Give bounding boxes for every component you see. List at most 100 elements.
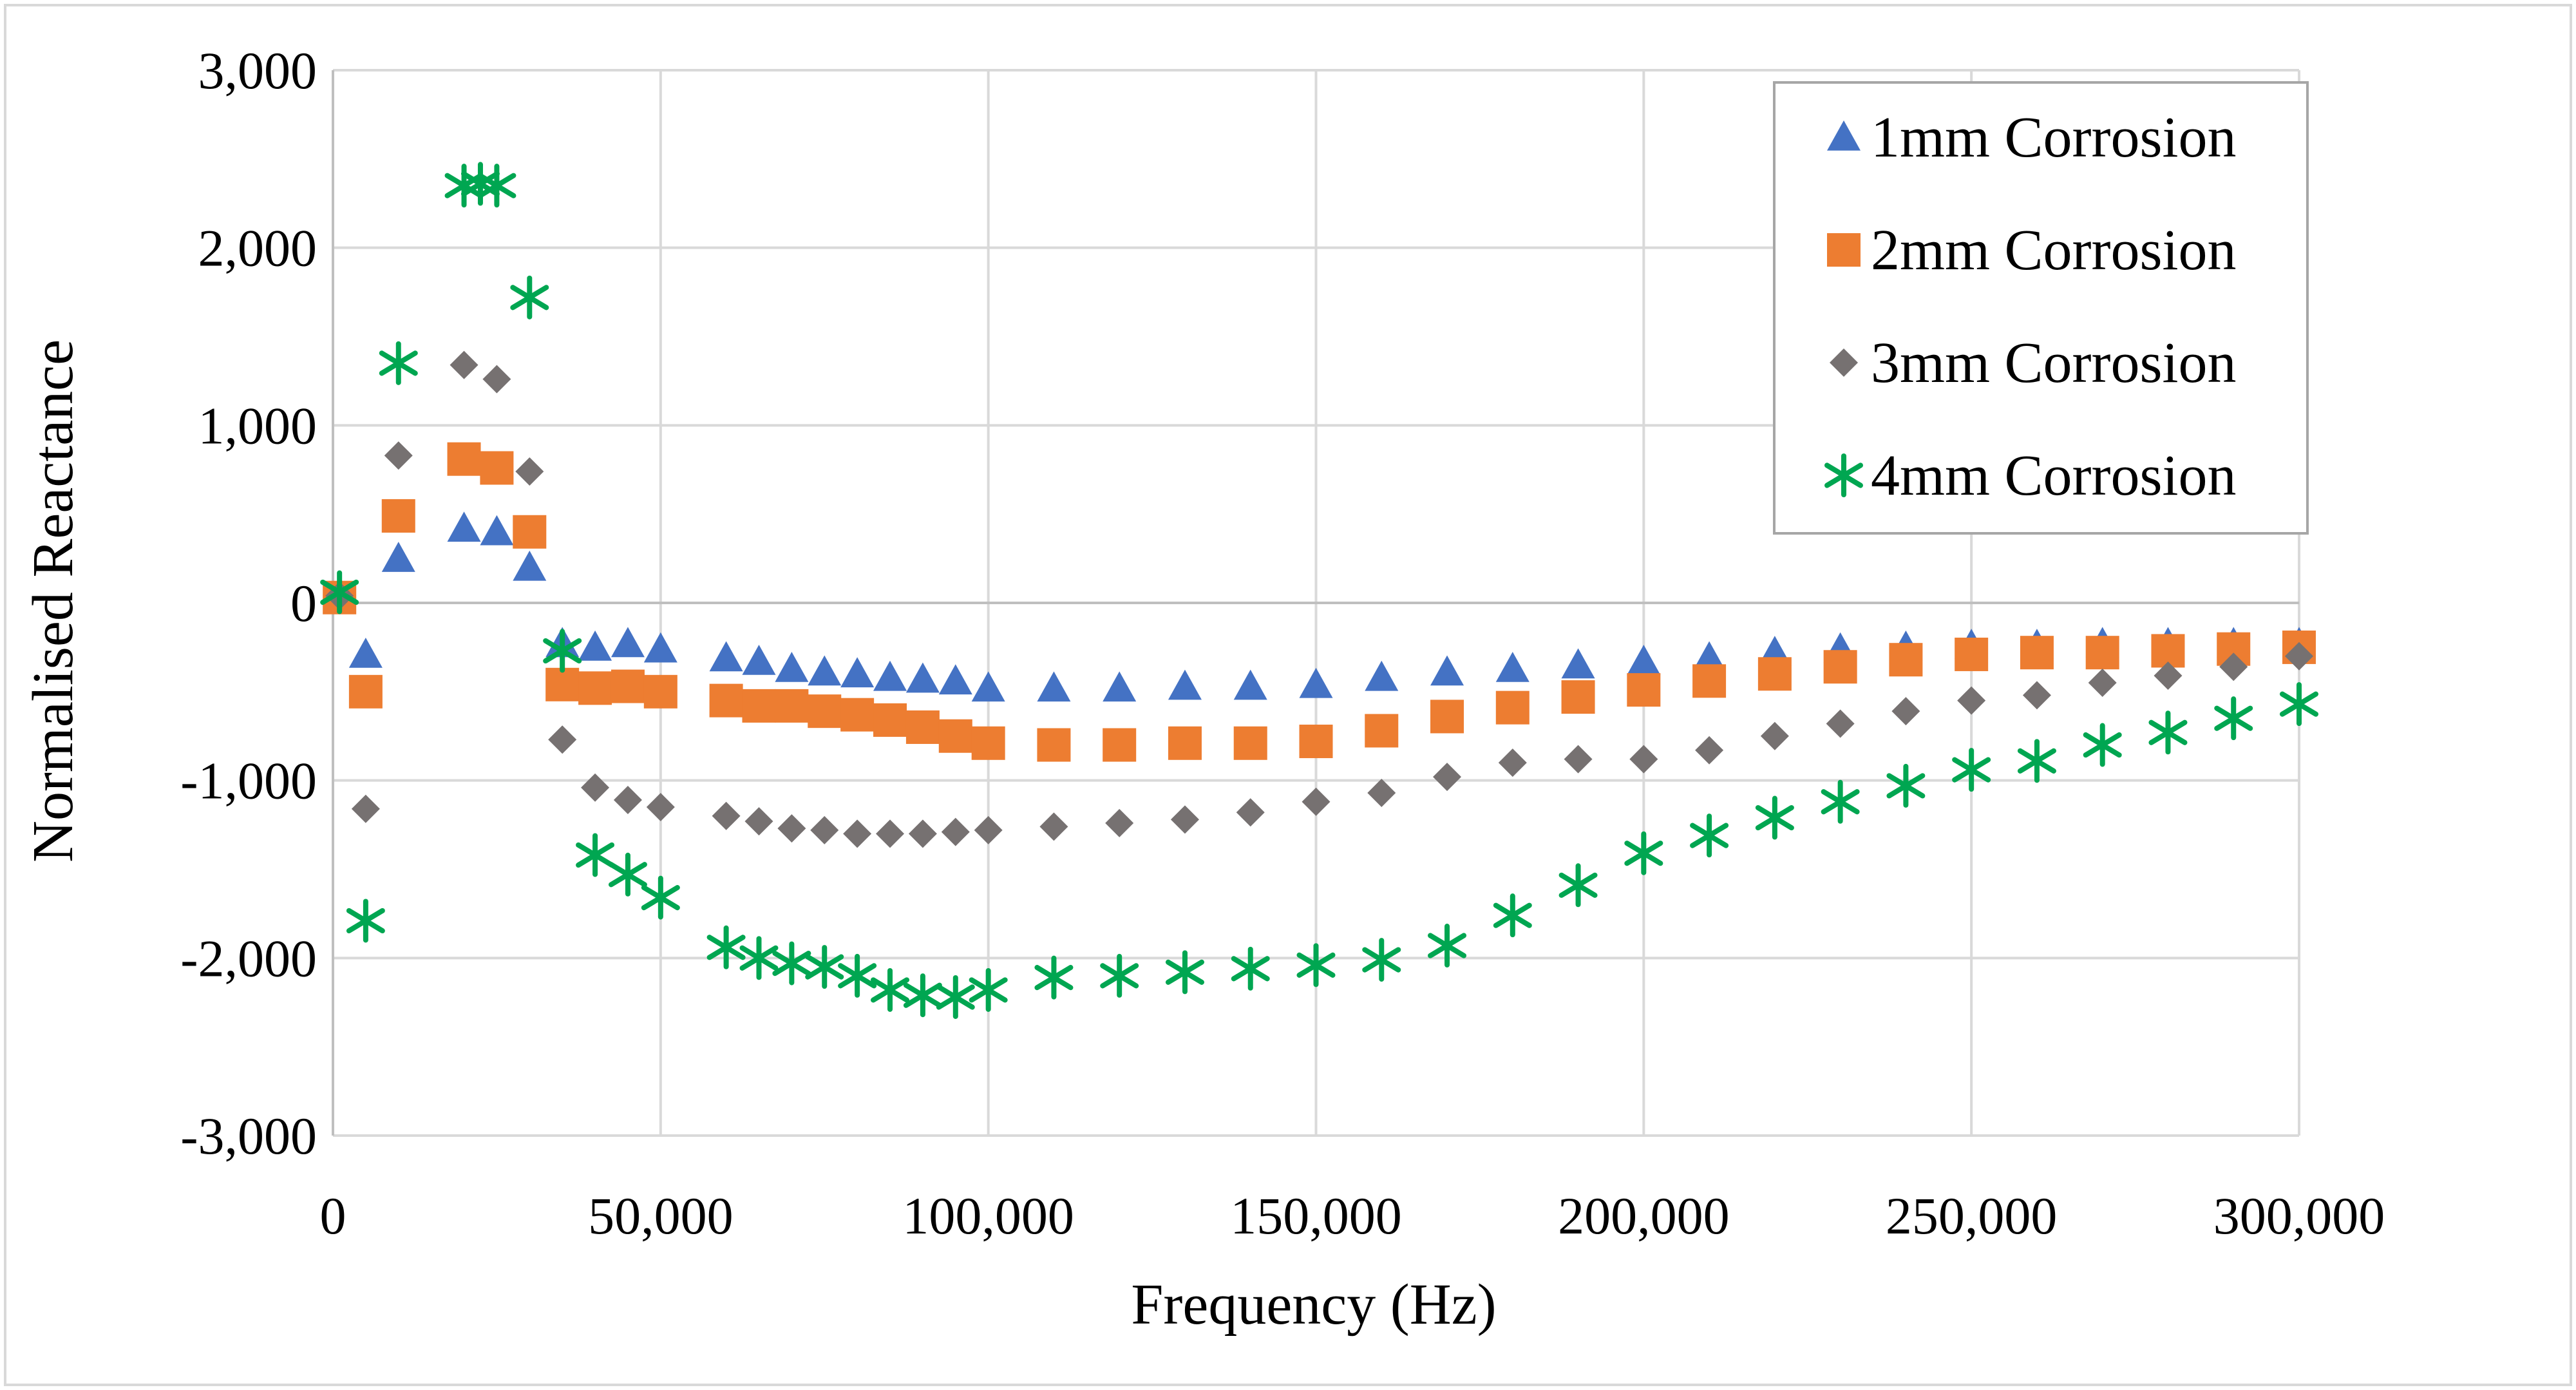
data-point <box>348 637 383 668</box>
data-point <box>808 694 842 728</box>
data-point <box>1760 721 1789 750</box>
data-point <box>1103 728 1137 762</box>
data-point <box>1886 763 1926 808</box>
data-point <box>2154 662 2183 690</box>
data-point <box>772 941 811 985</box>
data-point <box>1100 953 1139 998</box>
data-point <box>351 794 380 823</box>
data-point <box>1168 669 1202 700</box>
data-point <box>2020 636 2054 670</box>
legend-marker <box>1824 453 1863 497</box>
data-point <box>1231 946 1270 991</box>
data-point <box>739 936 779 980</box>
data-point <box>971 726 1005 760</box>
x-tick-label: 200,000 <box>1558 1186 1730 1245</box>
legend-marker <box>1827 120 1861 151</box>
data-point <box>1365 660 1399 691</box>
legend: 1mm Corrosion 2mm Corrosion 3mm Corrosion 4… <box>1773 81 2309 535</box>
data-point <box>1889 643 1923 677</box>
data-point <box>447 511 481 542</box>
data-point <box>1627 673 1661 707</box>
data-point <box>905 710 940 744</box>
x-tick-label: 150,000 <box>1230 1186 1402 1245</box>
data-point <box>2219 652 2248 681</box>
data-point <box>777 814 806 843</box>
data-point <box>936 975 975 1019</box>
data-point <box>1433 763 1462 792</box>
data-point <box>576 833 615 877</box>
data-point <box>1624 831 1663 875</box>
x-tick-label: 300,000 <box>2213 1186 2385 1245</box>
y-tick-label: -2,000 <box>180 929 317 987</box>
data-point <box>1302 787 1331 816</box>
data-point <box>1039 812 1068 841</box>
data-point <box>1690 814 1729 858</box>
data-point <box>744 807 773 836</box>
data-point <box>1692 664 1727 698</box>
data-point <box>1299 667 1333 698</box>
data-point <box>1493 893 1532 938</box>
legend-marker <box>1830 348 1858 377</box>
legend-marker <box>1827 233 1861 267</box>
data-point <box>1823 650 1857 684</box>
data-point <box>578 630 612 661</box>
data-point <box>808 655 842 686</box>
data-point <box>840 657 875 688</box>
x-tick-label: 50,000 <box>588 1186 734 1245</box>
data-point <box>513 550 547 581</box>
data-point <box>805 945 844 989</box>
data-point <box>2085 636 2119 670</box>
data-point <box>1103 671 1137 702</box>
x-tick-label: 0 <box>320 1186 346 1245</box>
data-point <box>971 671 1005 702</box>
data-point <box>643 674 677 709</box>
data-point <box>1233 669 1267 700</box>
y-tick-label: -1,000 <box>180 752 317 810</box>
data-point <box>2214 696 2253 741</box>
data-point <box>908 819 937 848</box>
data-point <box>974 815 1003 844</box>
data-point <box>477 164 516 208</box>
data-point <box>1428 924 1467 968</box>
data-point <box>1430 655 1464 686</box>
data-point <box>1037 728 1071 762</box>
data-point <box>1037 671 1071 702</box>
data-point <box>1755 795 1794 840</box>
data-point <box>2083 723 2122 767</box>
data-point <box>1362 938 1401 982</box>
data-point <box>578 671 612 705</box>
data-point <box>838 953 877 998</box>
data-point <box>1365 714 1399 748</box>
data-point <box>1952 748 1991 792</box>
data-point <box>873 703 907 737</box>
data-point <box>320 570 359 614</box>
data-point <box>876 819 905 848</box>
data-point <box>1165 950 1204 995</box>
legend-label: 2mm Corrosion <box>1871 218 2237 282</box>
data-point <box>1695 736 1724 765</box>
data-point <box>1561 648 1595 679</box>
data-point <box>1629 745 1658 774</box>
data-point <box>1955 637 1989 671</box>
data-point <box>1561 680 1595 714</box>
data-point <box>709 641 743 672</box>
data-point <box>775 689 809 723</box>
data-point <box>1034 955 1074 1000</box>
x-tick-label: 250,000 <box>1886 1186 2058 1245</box>
data-point <box>543 629 582 673</box>
data-point <box>545 667 580 701</box>
data-point <box>1826 709 1855 738</box>
data-point <box>2280 682 2318 727</box>
data-point <box>709 683 743 718</box>
y-tick-label: 0 <box>290 574 317 633</box>
legend-label: 4mm Corrosion <box>1871 444 2237 508</box>
data-point <box>1891 697 1920 726</box>
data-point <box>1495 651 1530 682</box>
legend-label: 3mm Corrosion <box>1871 331 2237 395</box>
data-point <box>346 899 385 943</box>
data-point <box>447 442 481 476</box>
data-point <box>611 627 645 658</box>
